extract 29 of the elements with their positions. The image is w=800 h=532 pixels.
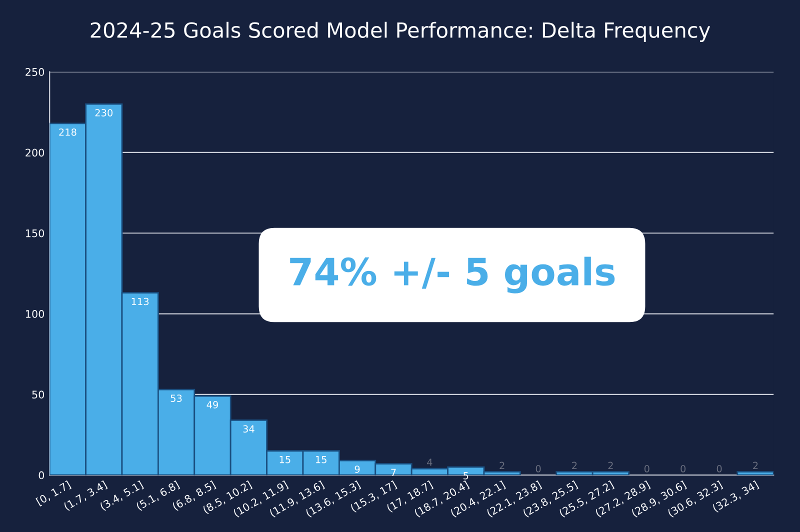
y-tick-label: 200 [26,148,44,157]
y-tick-label: 100 [26,310,44,318]
data-label: 113 [132,298,149,306]
data-label: 15 [316,456,326,464]
data-label: 4 [427,458,432,466]
data-label: 49 [206,401,218,408]
data-label: 0 [716,465,722,472]
y-tick-label: 50 [32,390,44,399]
data-label: 15 [280,456,290,464]
data-label: 7 [391,468,396,476]
y-tick-label: 0 [38,471,44,480]
data-label: 2 [608,462,613,470]
data-label: 0 [536,465,541,472]
y-tick-label: 250 [26,68,44,76]
data-label: 230 [95,109,113,116]
data-label: 218 [59,128,76,136]
data-label: 2 [500,462,504,470]
data-label: 53 [170,394,182,402]
data-label: 5 [464,472,468,480]
chart-title: 2024-25 Goals Scored Model Performance: Delta Frequency [90,22,710,42]
data-label: 2 [753,462,758,470]
data-label: 0 [680,465,686,472]
bar [736,471,774,476]
annotation: 74% +/- 5 goals [290,256,615,294]
data-label: 0 [644,465,650,472]
data-label: 9 [354,466,360,473]
data-label: 2 [572,462,577,470]
data-label: 34 [243,425,254,433]
y-tick-label: 150 [26,229,44,238]
